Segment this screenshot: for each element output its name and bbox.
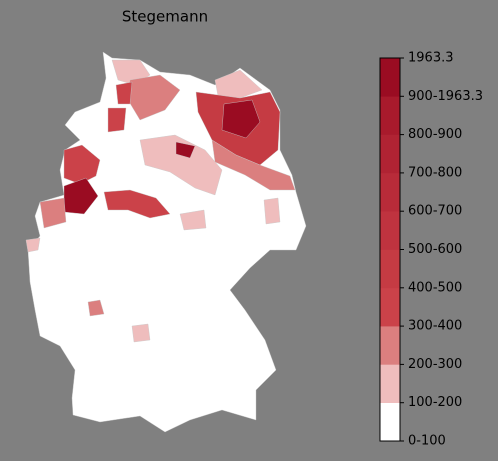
- colorbar-tick-label: 700-800: [408, 165, 462, 180]
- colorbar-tick-label: 200-300: [408, 357, 462, 372]
- region: [63, 144, 101, 185]
- map-title: Stegemann: [122, 8, 208, 26]
- colorbar-tick-label: 100-200: [408, 395, 462, 410]
- colorbar-segment: [380, 96, 400, 135]
- germany-map: [25, 51, 307, 433]
- region: [39, 197, 67, 229]
- colorbar-segment: [380, 364, 400, 403]
- colorbar-tick-label: 500-600: [408, 242, 462, 257]
- region: [103, 189, 171, 219]
- colorbar-tick-label: 0-100: [408, 434, 446, 449]
- colorbar-segment: [380, 249, 400, 289]
- colorbar-tick-label: 1963.3: [408, 51, 454, 66]
- region: [179, 209, 207, 231]
- colorbar-tick-label: 400-500: [408, 280, 462, 295]
- colorbar-segment: [380, 172, 400, 212]
- region: [214, 69, 263, 99]
- region: [131, 323, 151, 343]
- colorbar-segment: [380, 58, 400, 97]
- colorbar: 0-100 100-200 200-300 300-400 400-500 500-600…: [379, 51, 483, 449]
- colorbar-tick-label: 300-400: [408, 319, 462, 334]
- colorbar-tick-label: 600-700: [408, 204, 462, 219]
- colorbar-tick-label: 900-1963.3: [408, 89, 483, 104]
- colorbar-segment: [380, 402, 400, 442]
- region: [211, 139, 296, 191]
- region: [87, 299, 105, 317]
- colorbar-tick-label: 800-900: [408, 127, 462, 142]
- region: [107, 107, 127, 133]
- region: [263, 197, 281, 225]
- region: [25, 237, 41, 253]
- colorbar-segment: [380, 287, 400, 327]
- region: [175, 141, 196, 159]
- colorbar-segment: [380, 326, 400, 365]
- region: [115, 81, 133, 105]
- region: [139, 134, 223, 196]
- colorbar-segment: [380, 211, 400, 250]
- region: [221, 99, 261, 139]
- colorbar-segment: [380, 134, 400, 174]
